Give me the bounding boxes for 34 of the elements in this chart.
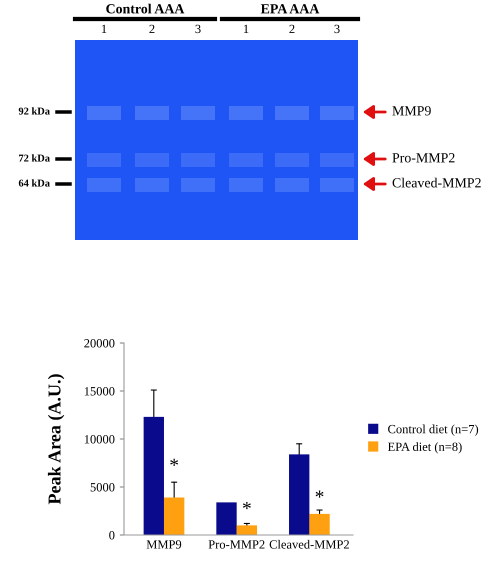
legend-label: EPA diet (n=8) [388,442,462,454]
text: 2 [289,24,294,34]
text: 64 kDa [18,179,50,187]
text: 1 [244,24,248,34]
text: Control AAA [106,4,184,14]
annotation: * [316,490,324,498]
text: 3 [195,24,201,34]
bar [216,502,237,535]
bar [309,514,330,535]
text: Pro-MMP2 [392,153,455,162]
text: 72 kDa [19,154,50,162]
x-tick-label: MMP9 [146,540,182,549]
bar [236,525,258,535]
annotation: * [170,458,178,466]
text: Cleaved-MMP2 [392,178,481,188]
y-tick-label: 5000 [90,483,114,492]
y-tick-label: 0 [109,531,114,540]
text: 1 [102,24,106,34]
annotation: * [242,502,251,510]
x-tick-label: Cleaved-MMP2 [270,540,349,549]
bar [164,498,184,535]
y-tick-label: 20000 [84,339,114,348]
text: 3 [334,24,340,34]
text: EPA AAA [260,4,320,14]
text: 2 [149,24,154,34]
text: 92 kDa [18,107,50,115]
text: MMP9 [392,106,431,116]
y-tick-label: 10000 [84,435,114,444]
y-tick-label: 15000 [84,387,114,396]
bar [289,454,310,535]
y-axis-title: Peak Area (A.U.) [48,374,64,504]
legend-label: Control diet (n=7) [388,424,478,436]
bar [144,416,164,535]
x-tick-label: Pro-MMP2 [208,540,264,549]
